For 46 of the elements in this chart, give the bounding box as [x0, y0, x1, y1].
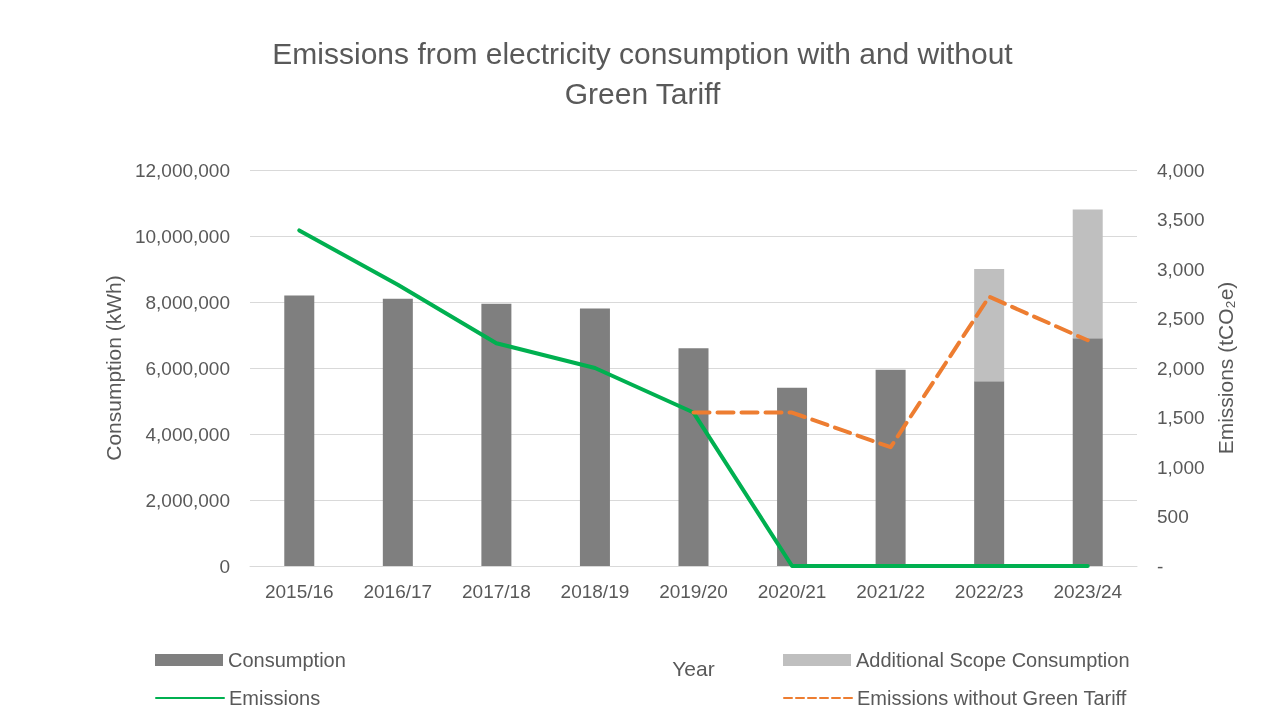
legend-label: Additional Scope Consumption: [856, 649, 1130, 671]
y2-tick-label: 500: [1157, 506, 1189, 527]
x-tick-label: 2019/20: [659, 581, 728, 602]
x-tick-label: 2021/22: [856, 581, 925, 602]
y2-tick-label: 1,000: [1157, 456, 1205, 478]
y2-tick-label: 3,500: [1157, 209, 1205, 230]
x-tick-label: 2017/18: [462, 581, 531, 602]
chart-title: Emissions from electricity consumption with and without Green Tariff: [272, 36, 1014, 110]
bar: [1072, 338, 1103, 566]
y-tick-label: 8,000,000: [145, 291, 230, 313]
bar: [284, 295, 315, 566]
bar: [974, 381, 1005, 566]
line-series: [691, 294, 1090, 450]
y2-tick-label: -: [1157, 555, 1164, 577]
y2-tick-label: 2,500: [1157, 308, 1205, 329]
legend-label: Emissions: [229, 687, 321, 709]
y-tick-label: 6,000,000: [145, 357, 230, 379]
y-axis-title: Consumption (kWh): [102, 275, 126, 461]
y-tick-label: 0: [219, 555, 230, 577]
bar: [678, 348, 709, 566]
y-tick-label: 12,000,000: [134, 159, 230, 181]
y2-tick-label: 2,000: [1157, 357, 1205, 379]
x-tick-label: 2020/21: [757, 581, 827, 602]
x-axis-title: Year: [672, 657, 715, 680]
y2-tick-label: 1,500: [1157, 407, 1205, 428]
bar: [481, 303, 512, 566]
x-tick-label: 2015/16: [264, 581, 334, 602]
bar: [382, 298, 413, 566]
y2-tick-label: 4,000: [1157, 159, 1205, 181]
y2-axis-title: Emissions (tCO₂e): [1214, 281, 1238, 455]
bar: [1072, 209, 1103, 339]
bar: [875, 369, 906, 566]
x-tick-label: 2016/17: [363, 581, 433, 602]
x-tick-label: 2022/23: [954, 581, 1024, 602]
line-series: [297, 228, 1090, 568]
legend-label: Emissions without Green Tariff: [857, 687, 1127, 709]
y-tick-label: 2,000,000: [145, 489, 230, 511]
bar: [579, 308, 610, 566]
legend-label: Consumption: [228, 649, 346, 671]
bar: [777, 387, 808, 566]
bar: [974, 269, 1005, 382]
x-tick-label: 2023/24: [1053, 581, 1123, 602]
y-tick-label: 4,000,000: [145, 423, 230, 445]
x-tick-label: 2018/19: [560, 581, 630, 602]
y-tick-label: 10,000,000: [134, 225, 230, 247]
y2-tick-label: 3,000: [1157, 258, 1205, 280]
